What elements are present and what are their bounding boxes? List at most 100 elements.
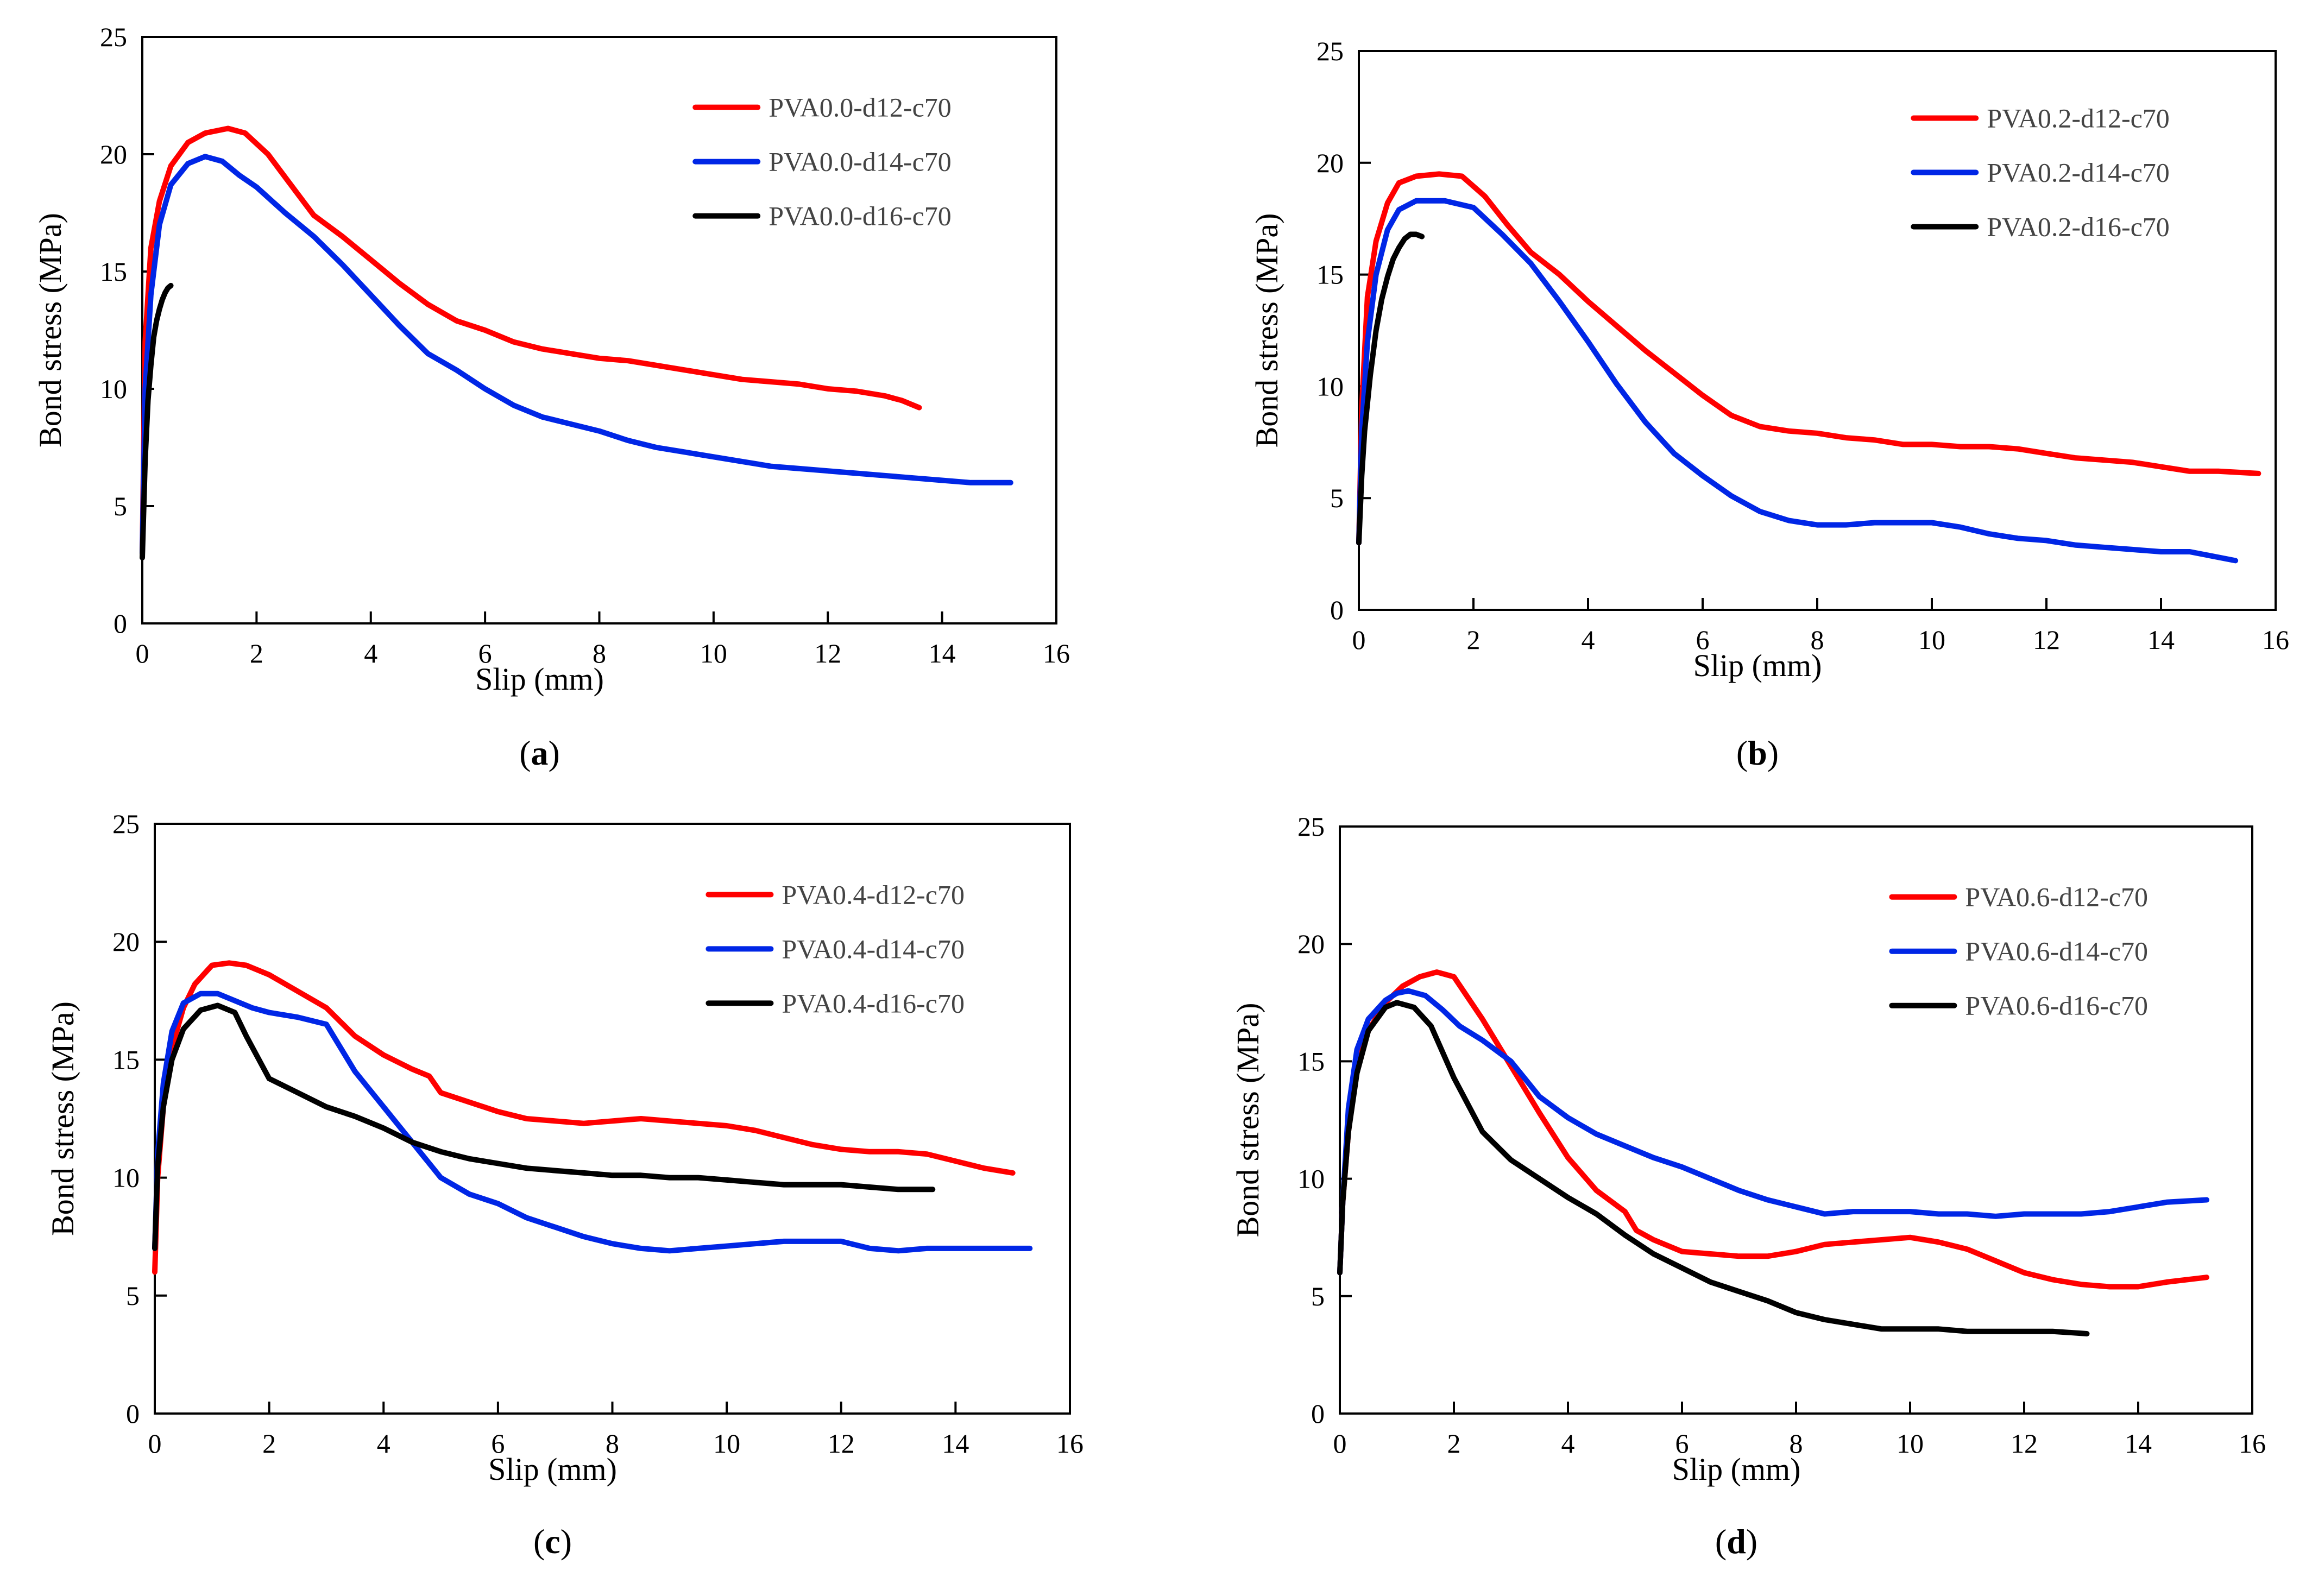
series-line-PVA0.2-d16-c70 [1356, 231, 1425, 546]
legend-label: PVA0.0-d16-c70 [768, 201, 952, 231]
y-tick-label: 20 [1297, 929, 1325, 959]
series-line-PVA0.0-d12-c70 [140, 125, 922, 556]
x-axis-title: Slip (mm) [1672, 1452, 1801, 1487]
y-tick-label: 10 [112, 1163, 140, 1193]
legend-label: PVA0.6-d16-c70 [1965, 991, 2148, 1021]
y-tick-label: 0 [1311, 1398, 1325, 1429]
x-tick-label: 4 [1582, 624, 1595, 655]
x-axis-title: Slip (mm) [1693, 648, 1822, 683]
y-tick-label: 15 [1297, 1046, 1325, 1076]
legend-label: PVA0.0-d14-c70 [768, 147, 952, 177]
x-tick-label: 14 [942, 1428, 969, 1459]
legend-label: PVA0.6-d12-c70 [1965, 882, 2148, 912]
y-tick-label: 5 [114, 491, 127, 521]
series-line-PVA0.0-d14-c70 [140, 154, 1013, 556]
legend-label: PVA0.6-d14-c70 [1965, 936, 2148, 967]
x-tick-label: 4 [377, 1428, 390, 1459]
x-tick-label: 12 [2011, 1428, 2038, 1459]
x-tick-label: 6 [1675, 1428, 1689, 1459]
legend-label: PVA0.2-d16-c70 [1987, 211, 2170, 242]
x-tick-label: 10 [1897, 1428, 1924, 1459]
legend-label: PVA0.4-d14-c70 [782, 933, 965, 964]
y-axis-title: Bond stress (MPa) [45, 1001, 80, 1236]
y-axis-title: Bond stress (MPa) [1230, 1003, 1265, 1238]
y-tick-label: 20 [100, 139, 127, 169]
x-tick-label: 10 [700, 638, 727, 668]
x-tick-label: 4 [1561, 1428, 1575, 1459]
y-tick-label: 0 [1330, 595, 1344, 625]
y-tick-label: 20 [1316, 148, 1344, 178]
series-line-PVA0.6-d16-c70 [1337, 1000, 2090, 1336]
panel-caption: (c) [533, 1522, 572, 1561]
panel-caption: (d) [1715, 1522, 1757, 1561]
legend-label: PVA0.4-d12-c70 [782, 879, 965, 910]
x-tick-label: 16 [1056, 1428, 1083, 1459]
y-tick-label: 15 [100, 256, 127, 287]
y-tick-label: 10 [1297, 1164, 1325, 1194]
x-tick-label: 8 [606, 1428, 619, 1459]
x-tick-label: 6 [478, 638, 492, 668]
chart-panel-b: 0 2 4 6 8 10 12 14 16 0 5 10 15 20 25 Slip (mm) Bond str… [1249, 36, 2289, 772]
y-axis-title: Bond stress (MPa) [33, 213, 68, 447]
panel-caption: (a) [519, 734, 560, 772]
x-tick-label: 0 [1352, 624, 1366, 655]
x-tick-label: 0 [1333, 1428, 1347, 1459]
x-tick-label: 4 [364, 638, 377, 668]
x-tick-label: 6 [491, 1428, 505, 1459]
y-axis-title: Bond stress (MPa) [1249, 213, 1284, 448]
panel-caption: (b) [1736, 734, 1779, 772]
x-tick-label: 14 [2147, 624, 2175, 655]
x-tick-label: 2 [262, 1428, 276, 1459]
series-line-PVA0.2-d14-c70 [1356, 198, 2239, 564]
series-line-PVA0.4-d12-c70 [152, 960, 1016, 1275]
x-tick-label: 8 [1811, 624, 1824, 655]
series-line-PVA0.0-d16-c70 [140, 282, 174, 560]
x-tick-label: 14 [2125, 1428, 2152, 1459]
y-tick-label: 25 [1297, 811, 1325, 842]
x-axis-title: Slip (mm) [475, 661, 604, 697]
y-tick-label: 15 [1316, 260, 1344, 290]
series-line-PVA0.2-d12-c70 [1356, 171, 2261, 546]
x-tick-label: 2 [250, 638, 263, 668]
y-tick-label: 25 [1316, 36, 1344, 66]
legend-label: PVA0.2-d12-c70 [1987, 103, 2170, 133]
x-tick-label: 14 [929, 638, 956, 668]
x-tick-label: 10 [713, 1428, 740, 1459]
series-line-PVA0.4-d14-c70 [152, 991, 1033, 1254]
x-tick-label: 16 [1043, 638, 1070, 668]
legend-label: PVA0.2-d14-c70 [1987, 157, 2170, 187]
y-tick-label: 25 [100, 22, 127, 52]
chart-panel-a: 0 2 4 6 8 10 12 14 16 0 5 10 15 20 25 Slip (mm) Bond str… [33, 22, 1070, 772]
x-tick-label: 2 [1467, 624, 1481, 655]
y-tick-label: 10 [100, 374, 127, 404]
y-tick-label: 10 [1316, 371, 1344, 401]
x-tick-label: 8 [593, 638, 606, 668]
y-tick-label: 0 [126, 1398, 140, 1429]
series-line-PVA0.4-d16-c70 [152, 1002, 936, 1251]
y-tick-label: 5 [1311, 1281, 1325, 1311]
x-tick-label: 10 [1918, 624, 1945, 655]
x-tick-label: 0 [148, 1428, 162, 1459]
x-tick-label: 12 [814, 638, 841, 668]
x-tick-label: 0 [136, 638, 149, 668]
legend-label: PVA0.0-d12-c70 [768, 92, 952, 123]
x-tick-label: 16 [2262, 624, 2289, 655]
series-line-PVA0.6-d14-c70 [1337, 988, 2209, 1276]
x-tick-label: 2 [1447, 1428, 1461, 1459]
x-tick-label: 6 [1696, 624, 1710, 655]
series-line-PVA0.6-d12-c70 [1337, 969, 2209, 1290]
x-axis-title: Slip (mm) [488, 1452, 617, 1487]
legend-label: PVA0.4-d16-c70 [782, 988, 965, 1018]
x-tick-label: 12 [828, 1428, 855, 1459]
y-tick-label: 5 [126, 1280, 140, 1311]
y-tick-label: 25 [112, 809, 140, 839]
x-tick-label: 12 [2033, 624, 2060, 655]
chart-panel-c: 0 2 4 6 8 10 12 14 16 0 5 10 15 20 25 Slip (mm) Bond str… [45, 809, 1083, 1561]
y-tick-label: 5 [1330, 483, 1344, 513]
y-tick-label: 20 [112, 926, 140, 957]
x-tick-label: 16 [2239, 1428, 2266, 1459]
x-tick-label: 8 [1790, 1428, 1803, 1459]
chart-panel-d: 0 2 4 6 8 10 12 14 16 0 5 10 15 20 25 Slip (mm) Bond str… [1230, 811, 2266, 1561]
y-tick-label: 0 [114, 608, 127, 639]
